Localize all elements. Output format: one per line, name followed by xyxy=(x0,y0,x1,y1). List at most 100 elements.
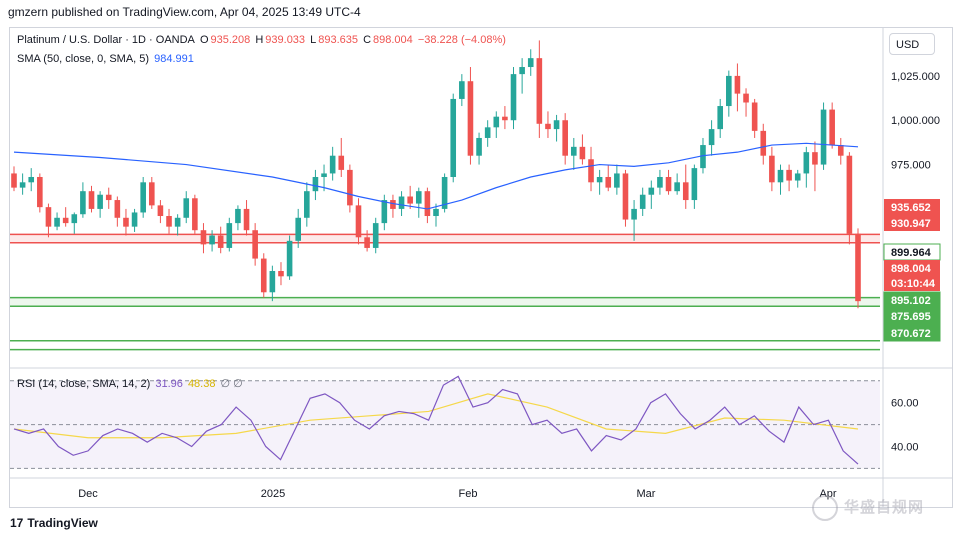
chart-frame xyxy=(9,27,953,508)
rsi-tick-label: 60.00 xyxy=(891,398,919,410)
candle-body xyxy=(105,194,112,201)
candle-body xyxy=(570,146,577,156)
rsi-legend: RSI (14, close, SMA, 14, 2) 31.96 48.38 … xyxy=(17,377,245,390)
price-label-tag: 875.695 xyxy=(883,307,941,325)
candle-body xyxy=(97,194,103,209)
candle-body xyxy=(217,235,224,248)
candle-body xyxy=(312,176,319,192)
candle-body xyxy=(71,214,78,224)
candle-body xyxy=(484,127,491,138)
candle-body xyxy=(304,191,310,218)
candle-body xyxy=(700,145,706,169)
price-label-text: 870.672 xyxy=(891,328,931,340)
candle-body xyxy=(553,120,560,130)
candle-body xyxy=(441,176,448,209)
candle-body xyxy=(820,109,827,165)
candle-body xyxy=(777,169,784,183)
candle-body xyxy=(726,75,732,107)
symbol-legend: Platinum / U.S. Dollar · 1D · OANDA O 935… xyxy=(17,34,508,46)
candle-body xyxy=(226,223,233,248)
price-label-bg xyxy=(884,215,940,231)
candle-body xyxy=(260,258,267,293)
candle-body xyxy=(562,120,568,156)
candle-body xyxy=(622,173,629,220)
candle-body xyxy=(329,155,336,174)
candle-body xyxy=(708,129,715,146)
candle-body xyxy=(114,200,121,218)
close-label: C xyxy=(363,34,372,46)
price-label-bg xyxy=(884,260,940,276)
price-label-tag: 03:10:44 xyxy=(884,275,940,291)
candle-body xyxy=(631,208,637,220)
open-value: 935.208 xyxy=(210,34,251,46)
low-value: 893.635 xyxy=(318,34,358,46)
tradingview-footer[interactable]: 17 TradingView xyxy=(10,516,98,530)
candle-body xyxy=(545,123,551,130)
currency-button[interactable]: USD xyxy=(889,33,935,55)
candle-body xyxy=(62,217,69,224)
candle-body xyxy=(364,237,370,248)
candle-body xyxy=(321,173,327,177)
candle-body xyxy=(837,145,844,156)
candle-body xyxy=(467,81,474,156)
price-label-text: 930.947 xyxy=(891,218,931,230)
candle-body xyxy=(665,176,672,192)
rsi-extra: ∅ ∅ xyxy=(220,378,243,390)
candle-body xyxy=(751,102,758,131)
price-tick-label: 975.000 xyxy=(891,160,931,172)
candle-body xyxy=(536,58,543,124)
candle-body xyxy=(200,230,207,245)
candle-body xyxy=(433,208,439,217)
candle-body xyxy=(37,176,43,208)
sma-value: 984.991 xyxy=(154,53,194,65)
candle-body xyxy=(157,205,164,217)
tradingview-brand: TradingView xyxy=(27,516,98,530)
candle-body xyxy=(278,270,284,277)
price-label-tag: 898.004 xyxy=(884,260,940,276)
high-value: 939.033 xyxy=(265,34,306,46)
candle-body xyxy=(28,176,35,183)
sma-label: SMA (50, close, 0, SMA, 5) xyxy=(17,53,150,65)
candle-body xyxy=(88,191,95,209)
candle-body xyxy=(11,173,17,188)
candle-body xyxy=(183,198,190,218)
candle-body xyxy=(407,196,413,204)
price-label-text: 898.004 xyxy=(891,263,932,275)
candle-body xyxy=(846,155,853,234)
candle-body xyxy=(286,240,293,277)
time-axis-label: 2025 xyxy=(261,488,285,500)
rsi-sma-value: 48.38 xyxy=(187,378,216,390)
candle-body xyxy=(734,75,741,94)
candle-body xyxy=(855,233,861,302)
price-label-tag: 895.102 xyxy=(883,291,941,309)
candle-body xyxy=(235,208,241,224)
candle-body xyxy=(347,169,353,206)
close-value: 898.004 xyxy=(373,34,413,46)
price-tick-label: 1,000.000 xyxy=(891,115,940,127)
candle-body xyxy=(588,159,594,183)
price-label-bg xyxy=(883,307,941,325)
candle-body xyxy=(760,130,767,156)
price-label-text: 895.102 xyxy=(891,295,931,307)
candle-body xyxy=(166,216,172,227)
candle-body xyxy=(614,173,620,188)
high-label: H xyxy=(255,34,264,46)
candle-body xyxy=(674,182,680,192)
resistance-zone xyxy=(10,234,880,243)
price-label-tag: 935.652 xyxy=(884,199,940,215)
candle-body xyxy=(605,176,612,188)
candle-body xyxy=(786,169,792,181)
watermark-logo-icon xyxy=(812,495,838,521)
candle-body xyxy=(148,182,155,206)
price-label-text: 935.652 xyxy=(891,202,931,214)
open-label: O xyxy=(199,34,209,46)
candle-body xyxy=(243,208,250,231)
price-label-text: 03:10:44 xyxy=(891,278,936,290)
candle-body xyxy=(682,182,689,201)
change-value: −38.228 (−4.08%) xyxy=(417,34,506,46)
candle-body xyxy=(691,168,698,201)
candle-body xyxy=(450,98,457,177)
time-axis-label: Dec xyxy=(78,488,98,500)
candle-body xyxy=(398,196,405,209)
